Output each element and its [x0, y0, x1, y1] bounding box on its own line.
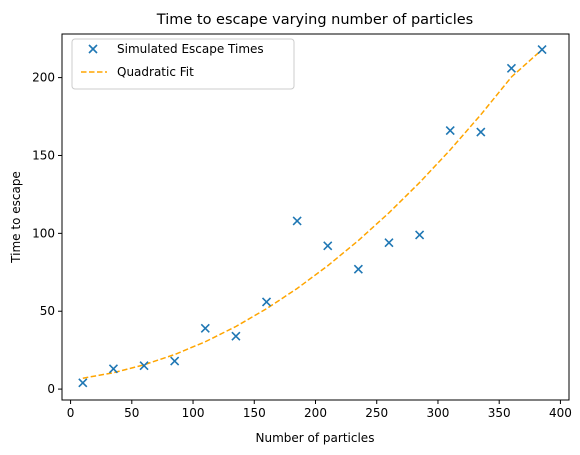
scatter-point — [261, 297, 272, 307]
x-tick-label: 50 — [124, 406, 139, 420]
scatter-point — [78, 378, 88, 388]
x-tick-label: 150 — [243, 406, 266, 420]
x-tick-label: 300 — [427, 406, 450, 420]
scatter-point — [108, 364, 119, 374]
scatter-point — [323, 241, 333, 251]
scatter-point — [384, 238, 394, 248]
scatter-point — [139, 361, 149, 371]
fit-line — [82, 49, 543, 379]
scatter-point — [170, 356, 180, 366]
legend: Simulated Escape Times Quadratic Fit — [71, 38, 295, 90]
legend-marker-scatter — [88, 44, 98, 54]
scatter-point — [537, 45, 547, 55]
y-axis-label: Time to escape — [9, 171, 23, 264]
plot-area — [78, 45, 547, 388]
legend-label-line: Quadratic Fit — [117, 65, 194, 79]
y-tick-label: 150 — [32, 148, 55, 162]
x-axis-label: Number of particles — [256, 431, 375, 445]
x-tick-label: 350 — [488, 406, 511, 420]
x-tick-label: 400 — [549, 406, 572, 420]
x-tick-label: 0 — [67, 406, 75, 420]
x-tick-label: 250 — [365, 406, 388, 420]
x-axis: 0 50 100 150 200 250 300 350 400 — [67, 400, 572, 420]
y-tick-label: 0 — [47, 382, 55, 396]
scatter-point — [415, 230, 425, 240]
legend-label-scatter: Simulated Escape Times — [117, 42, 264, 56]
y-axis: 0 50 100 150 200 — [32, 71, 62, 396]
scatter-point — [231, 331, 241, 341]
scatter-point — [353, 264, 363, 274]
x-tick-label: 100 — [182, 406, 205, 420]
y-tick-label: 200 — [32, 71, 55, 85]
scatter-point — [445, 125, 455, 136]
x-tick-label: 200 — [304, 406, 327, 420]
scatter-point — [506, 63, 517, 73]
y-tick-label: 50 — [40, 304, 55, 318]
scatter-point — [200, 323, 210, 333]
scatter-point — [292, 216, 302, 226]
chart-title: Time to escape varying number of particl… — [156, 12, 473, 28]
y-tick-label: 100 — [32, 226, 55, 240]
scatter-point — [476, 127, 486, 137]
legend-box — [71, 38, 295, 90]
